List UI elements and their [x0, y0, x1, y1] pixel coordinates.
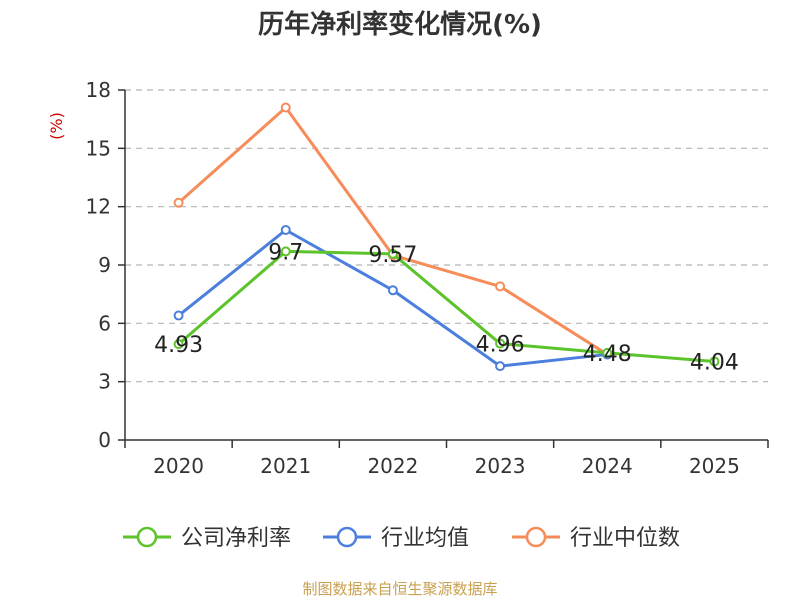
x-tick-label-2022: 2022	[367, 454, 418, 478]
legend-marker-2	[525, 526, 547, 548]
x-tick-label-2023: 2023	[475, 454, 526, 478]
chart-title: 历年净利率变化情况(%)	[258, 10, 542, 40]
data-label-2025: 4.04	[690, 350, 739, 375]
y-tick-label-9: 9	[98, 253, 111, 277]
legend: 公司净利率 行业均值 行业中位数	[123, 526, 680, 551]
point-s2-2023	[495, 281, 506, 292]
legend-item-2: 行业中位数	[512, 526, 680, 551]
point-s0-2020	[173, 339, 184, 350]
legend-label-1: 行业均值	[381, 526, 469, 551]
x-tick-label-2021: 2021	[260, 454, 311, 478]
data-labels: 4.93 9.7 9.57 4.96 4.48 4.04	[154, 240, 739, 375]
x-tick-label-2020: 2020	[153, 454, 204, 478]
point-s2-2020	[173, 197, 184, 208]
point-s0-2025	[709, 356, 720, 367]
y-tick-label-3: 3	[98, 370, 111, 394]
legend-item-0: 公司净利率	[123, 526, 291, 551]
data-label-2022: 9.57	[368, 243, 417, 268]
legend-label-2: 行业中位数	[570, 526, 680, 551]
y-tick-label-12: 12	[86, 195, 111, 219]
point-s1-2020	[173, 310, 184, 321]
series-line-0	[177, 249, 715, 363]
point-s2-2021	[280, 102, 291, 113]
point-s1-2022	[387, 285, 398, 296]
series-lines	[173, 102, 720, 372]
y-tick-label-0: 0	[98, 428, 111, 452]
data-label-2021: 9.7	[268, 240, 303, 265]
series-line-2	[177, 106, 609, 356]
legend-label-0: 公司净利率	[181, 526, 291, 551]
chart-source: 制图数据来自恒生聚源数据库	[302, 580, 498, 598]
grid-lines	[125, 89, 768, 383]
point-s0-2021	[280, 246, 291, 257]
data-label-2020: 4.93	[154, 333, 203, 358]
legend-marker-1	[336, 526, 358, 548]
y-tick-label-6: 6	[98, 311, 111, 335]
data-label-2024: 4.48	[583, 342, 632, 367]
axes: 0 3 6 9 12 15 18 2020 2021 2022 2023 2024 2025 (%)	[47, 78, 769, 478]
point-s0-2023	[495, 338, 506, 349]
point-s1-2021	[280, 225, 291, 235]
legend-item-1: 行业均值	[323, 526, 469, 551]
y-axis-label: (%)	[47, 112, 66, 140]
legend-marker-0	[136, 526, 158, 548]
x-tick-label-2024: 2024	[582, 454, 633, 478]
x-tick-label-2025: 2025	[689, 454, 740, 478]
y-tick-label-18: 18	[86, 78, 111, 102]
y-tick-label-15: 15	[86, 136, 111, 160]
data-label-2023: 4.96	[476, 333, 525, 358]
point-s1-2023	[495, 361, 506, 372]
point-s0-2024	[602, 347, 613, 358]
point-s0-2022	[387, 248, 398, 259]
